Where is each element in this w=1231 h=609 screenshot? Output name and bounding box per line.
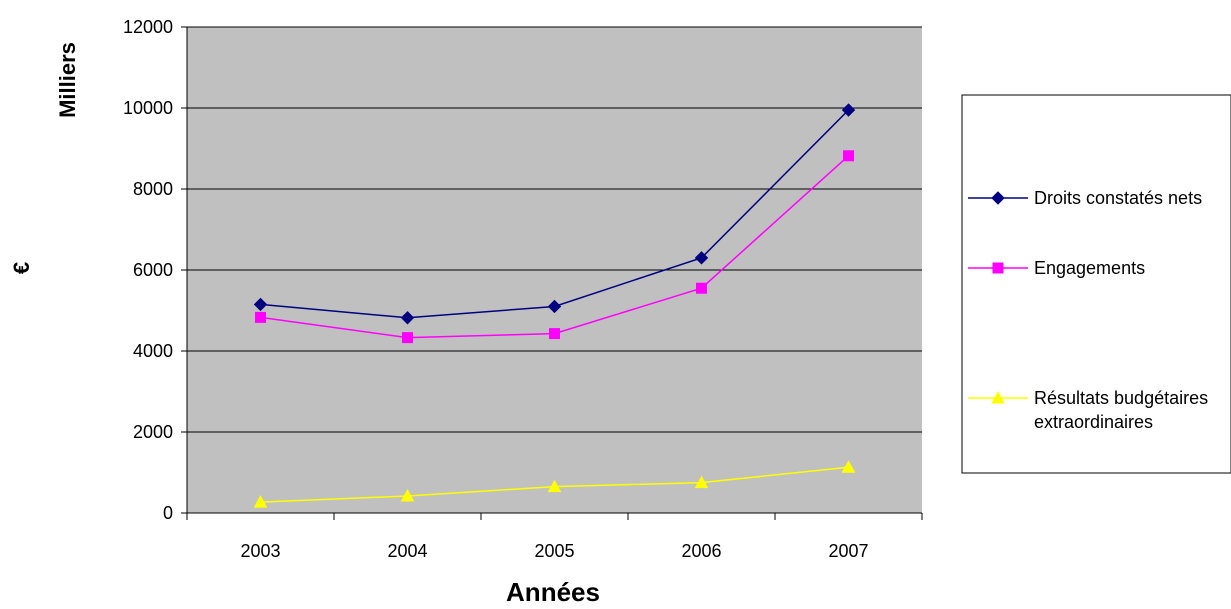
y-tick-label: 2000 [133, 422, 173, 442]
data-point [547, 479, 562, 493]
data-point [694, 475, 709, 489]
y-tick-label: 4000 [133, 341, 173, 361]
x-tick-label: 2005 [534, 541, 574, 561]
data-point [402, 332, 413, 344]
legend-label: Résultats budgétaires [1034, 388, 1208, 408]
data-point [694, 251, 709, 265]
y-tick-label: 6000 [133, 260, 173, 280]
y-axis-unit: € [9, 262, 34, 274]
data-point [841, 103, 856, 117]
x-tick-label: 2003 [240, 541, 280, 561]
data-point [841, 460, 856, 473]
legend-label: Engagements [1034, 258, 1145, 278]
x-axis-title: Années [506, 577, 600, 607]
data-point [547, 299, 562, 314]
axes: 0 2000 4000 6000 8000 10000 12000 2003 2004 2005 2… [123, 17, 923, 561]
series-1 [253, 103, 856, 325]
y-tick-label: 8000 [133, 179, 173, 199]
legend-label: Droits constatés nets [1034, 188, 1202, 208]
legend-marker [992, 262, 1004, 274]
series-2 [255, 150, 854, 344]
legend-marker [991, 390, 1005, 404]
y-tick-label: 10000 [123, 98, 173, 118]
data-point [843, 150, 854, 162]
data-point [255, 311, 266, 323]
x-tick-label: 2007 [828, 541, 868, 561]
legend-label: extraordinaires [1034, 412, 1153, 432]
series-group [253, 103, 856, 508]
data-point [400, 311, 415, 325]
data-point [253, 297, 268, 312]
y-tick-label: 12000 [123, 17, 173, 37]
y-tick-label: 0 [163, 503, 173, 523]
data-point [400, 488, 415, 502]
x-tick-label: 2006 [681, 541, 721, 561]
legend-entry-1: Droits constatés nets [968, 188, 1202, 208]
data-point [696, 282, 707, 294]
data-point [549, 328, 560, 340]
legend: Droits constatés nets Engagements Résultat… [968, 188, 1208, 432]
y-axis-title: Milliers [55, 42, 80, 118]
legend-entry-3: Résultats budgétaires extraordinaires [968, 388, 1208, 432]
data-point [253, 495, 268, 508]
legend-box [961, 94, 1231, 474]
legend-entry-2: Engagements [968, 258, 1145, 278]
x-tick-label: 2004 [387, 541, 427, 561]
legend-marker [991, 191, 1005, 205]
series-3 [253, 460, 856, 508]
